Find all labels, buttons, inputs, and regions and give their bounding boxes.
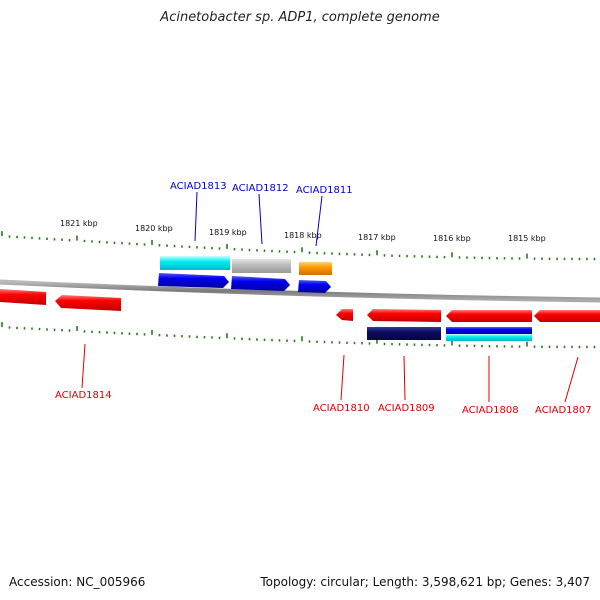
accession-text: Accession: NC_005966 [9, 575, 146, 589]
gene-1807-arrow[interactable] [534, 310, 600, 322]
tick-label-1819: 1819 kbp [209, 228, 247, 237]
leader-1810 [340, 354, 345, 401]
gene-1813-arrow[interactable] [158, 273, 229, 288]
gene-1809-category-band[interactable] [367, 327, 441, 340]
gene-label-aciad1811[interactable]: ACIAD1811 [296, 185, 353, 196]
gene-label-aciad1809[interactable]: ACIAD1809 [378, 403, 435, 414]
leader-1812 [258, 193, 263, 245]
map-title: Acinetobacter sp. ADP1, complete genome [160, 10, 440, 25]
upper-tick-track: 1821 kbp 1820 kbp 1819 kbp 1818 kbp 1817… [1, 219, 596, 261]
gene-label-aciad1813[interactable]: ACIAD1813 [170, 181, 227, 192]
gene-label-aciad1807[interactable]: ACIAD1807 [535, 405, 592, 416]
lower-tick-track [1, 322, 596, 349]
tick-label-1818: 1818 kbp [284, 231, 322, 240]
gene-label-aciad1810[interactable]: ACIAD1810 [313, 403, 370, 414]
gene-left-edge-arrow[interactable] [0, 289, 46, 305]
gene-1812-arrow[interactable] [231, 276, 290, 291]
tick-label-1817: 1817 kbp [358, 233, 396, 242]
leader-1809 [403, 355, 406, 401]
gene-1811-category-band[interactable] [299, 262, 332, 275]
leader-1811 [315, 195, 323, 247]
gene-1808-category-band-cyan[interactable] [446, 334, 532, 341]
tick-label-1821: 1821 kbp [60, 219, 98, 228]
gene-label-aciad1812[interactable]: ACIAD1812 [232, 183, 289, 194]
tick-label-1820: 1820 kbp [135, 224, 173, 233]
gene-1811-arrow[interactable] [298, 280, 331, 293]
tick-label-1816: 1816 kbp [433, 234, 471, 243]
gene-1809-arrow[interactable] [367, 309, 441, 322]
gene-label-aciad1808[interactable]: ACIAD1808 [462, 405, 519, 416]
leader-1814 [81, 343, 86, 389]
topology-summary: Topology: circular; Length: 3,598,621 bp… [260, 575, 590, 589]
gene-1808-category-band-blue[interactable] [446, 327, 532, 334]
gene-1812-category-band[interactable] [232, 259, 291, 273]
leader-1807 [564, 356, 579, 403]
gene-1813-category-band[interactable] [160, 256, 230, 270]
gene-1808-arrow[interactable] [446, 310, 532, 322]
tick-label-1815: 1815 kbp [508, 234, 546, 243]
gene-1810-arrow[interactable] [336, 309, 353, 321]
leader-1813 [194, 191, 198, 242]
genome-backbone [0, 279, 600, 303]
label-leader-lines [81, 191, 579, 403]
gene-1814-arrow[interactable] [55, 295, 121, 311]
gene-label-aciad1814[interactable]: ACIAD1814 [55, 390, 112, 401]
